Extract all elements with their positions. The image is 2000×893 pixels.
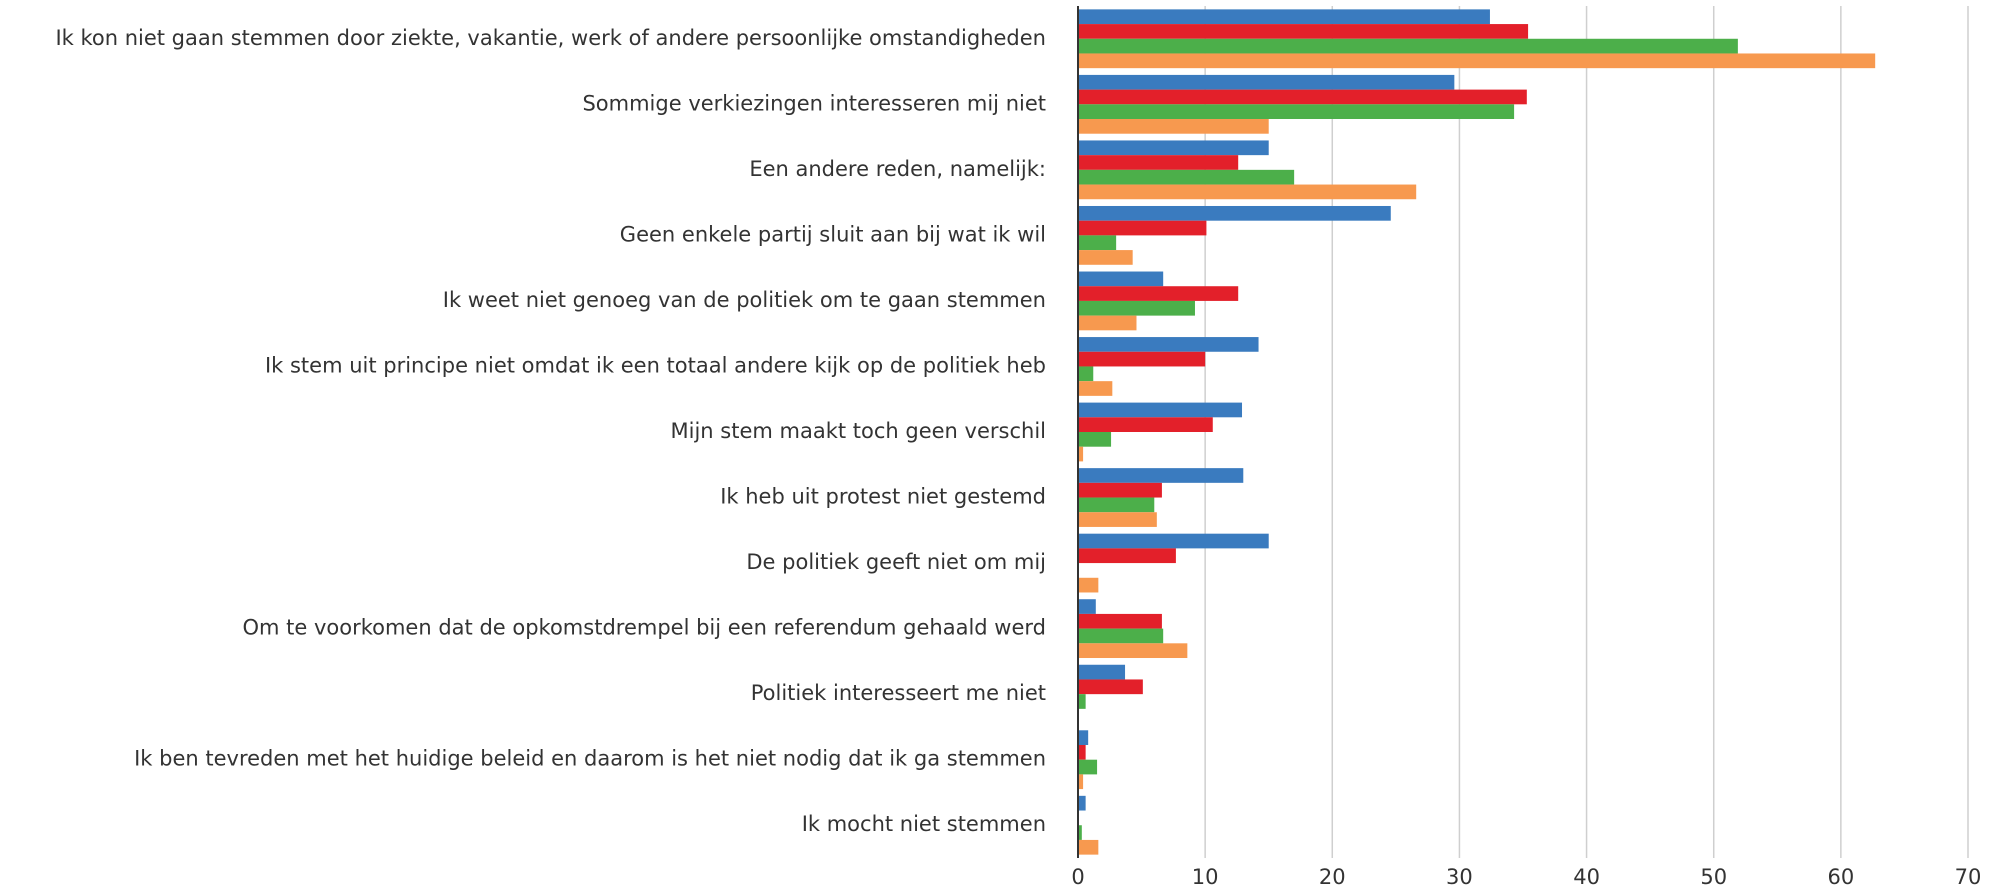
bar [1078,468,1244,483]
bar [1078,9,1490,25]
bar [1078,271,1164,287]
bar [1078,613,1162,629]
category-label: Mijn stem maakt toch geen verschil [671,419,1046,443]
bar [1078,730,1089,745]
bar [1078,628,1164,644]
bar [1078,839,1099,855]
bar [1078,286,1239,301]
x-tick-label: 20 [1319,865,1346,889]
x-tick-label: 50 [1700,865,1727,889]
bar [1078,432,1112,447]
category-label: Politiek interesseert me niet [751,681,1046,705]
bar [1078,24,1529,39]
bar [1078,795,1086,811]
bar [1078,599,1096,614]
bar [1078,381,1113,396]
bar [1078,220,1207,236]
bar [1078,89,1527,105]
bar [1078,366,1094,382]
bar [1078,351,1206,367]
bar [1078,155,1239,170]
bar [1078,38,1738,54]
bar [1078,104,1515,120]
bar [1078,140,1269,156]
x-tick-label: 60 [1827,865,1854,889]
bar [1078,300,1195,316]
x-tick-label: 40 [1573,865,1600,889]
bar [1078,250,1133,265]
bar [1078,119,1269,134]
bar [1078,512,1157,527]
bar [1078,417,1213,432]
x-tick-label: 30 [1446,865,1473,889]
bar [1078,184,1417,200]
bar [1078,497,1155,513]
bar [1078,643,1188,659]
category-label: Ik weet niet genoeg van de politiek om t… [443,288,1046,312]
category-label: Om te voorkomen dat de opkomstdrempel bi… [242,616,1046,640]
bar [1078,664,1126,680]
bar [1078,533,1269,549]
bar [1078,53,1876,69]
x-tick-label: 10 [1192,865,1219,889]
bar [1078,315,1137,331]
bar [1078,205,1391,221]
category-label: Een andere reden, namelijk: [749,157,1046,181]
bar [1078,482,1162,498]
bar [1078,694,1086,709]
bar [1078,402,1243,418]
bar [1078,577,1099,593]
bar [1078,74,1455,90]
bar [1078,446,1084,462]
category-label: Ik mocht niet stemmen [802,812,1046,836]
bar [1078,548,1176,564]
bar [1078,744,1086,760]
bar [1078,169,1295,185]
category-label: De politiek geeft niet om mij [746,550,1046,574]
category-label: Ik stem uit principe niet omdat ik een t… [265,353,1046,377]
bar [1078,825,1082,840]
bar [1078,759,1098,775]
x-tick-label: 0 [1071,865,1084,889]
bar [1078,774,1084,790]
category-label: Sommige verkiezingen interesseren mij ni… [582,91,1046,115]
category-label: Ik heb uit protest niet gestemd [720,485,1046,509]
category-label: Ik ben tevreden met het huidige beleid e… [134,747,1046,771]
bar [1078,235,1117,251]
bar [1078,679,1143,695]
bar [1078,337,1259,352]
category-label: Ik kon niet gaan stemmen door ziekte, va… [55,26,1046,50]
x-tick-label: 70 [1955,865,1982,889]
category-label: Geen enkele partij sluit aan bij wat ik … [620,222,1046,246]
